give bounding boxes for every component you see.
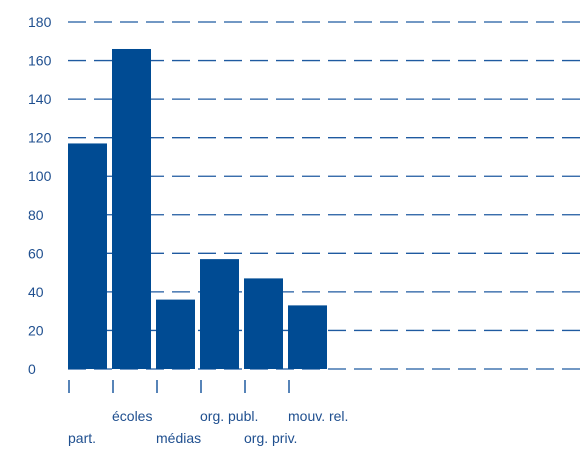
y-tick-label-20: 20 [28, 322, 44, 338]
gridlines [68, 21, 588, 370]
bar-6 [288, 305, 327, 369]
x-category-label-2: écoles [112, 408, 152, 424]
y-tick-label-100: 100 [28, 168, 52, 184]
y-tick-label-0: 0 [28, 361, 36, 377]
x-axis-ticks [68, 380, 290, 393]
y-tick-label-40: 40 [28, 284, 44, 300]
bar-4 [200, 259, 239, 369]
bar-3 [156, 299, 195, 369]
y-tick-label-140: 140 [28, 91, 52, 107]
bar-5 [244, 278, 283, 369]
bar-2 [112, 48, 151, 369]
x-category-label-6: mouv. rel. [288, 408, 348, 424]
y-tick-label-60: 60 [28, 245, 44, 261]
x-category-label-1: part. [68, 430, 96, 446]
y-tick-label-120: 120 [28, 130, 52, 146]
x-category-label-3: médias [156, 430, 201, 446]
y-axis-tick-labels: 0 20 40 60 80 100 120 140 160 180 [28, 14, 52, 377]
x-category-label-5: org. priv. [244, 430, 297, 446]
bars [68, 48, 327, 369]
y-tick-label-80: 80 [28, 207, 44, 223]
y-tick-label-180: 180 [28, 14, 52, 30]
x-category-label-4: org. publ. [200, 408, 258, 424]
y-tick-label-160: 160 [28, 53, 52, 69]
bar-1 [68, 143, 107, 369]
